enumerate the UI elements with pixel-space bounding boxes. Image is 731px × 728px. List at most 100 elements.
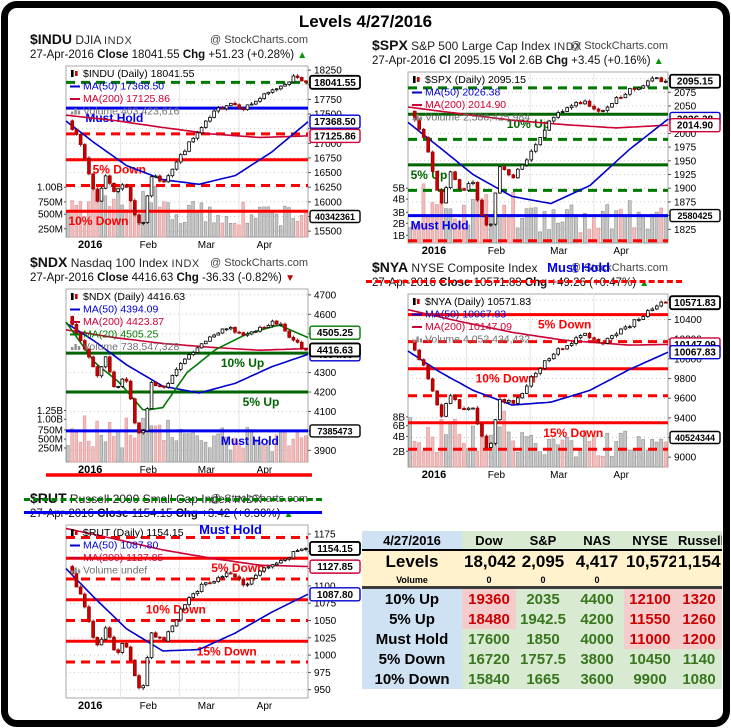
table-value-cell: 1320	[676, 587, 722, 609]
table-value-cell: 18480	[462, 609, 516, 629]
svg-text:9600: 9600	[674, 394, 697, 405]
svg-text:8B: 8B	[393, 412, 406, 423]
table-value-cell: 2035	[516, 587, 570, 609]
svg-text:Feb: Feb	[140, 701, 158, 712]
svg-text:2016: 2016	[78, 464, 102, 476]
svg-text:1950: 1950	[674, 156, 697, 167]
candlesticks	[412, 300, 668, 450]
svg-text:15% Down: 15% Down	[543, 426, 603, 440]
table-value-cell: 3800	[570, 649, 624, 669]
svg-text:975: 975	[314, 668, 331, 679]
candlesticks	[412, 75, 668, 227]
row-label: 5% Down	[362, 649, 462, 669]
svg-text:17125.86: 17125.86	[314, 131, 356, 142]
chart-quote-row: 27-Apr-2016 Close 18041.55 Chg +51.23 (+…	[30, 49, 308, 61]
chart-description: Nasdaq 100 Index	[70, 256, 169, 270]
level-lines: 10% Up 5% Up Must Hold	[66, 351, 308, 448]
svg-text:3B: 3B	[393, 208, 406, 219]
svg-text:Mar: Mar	[198, 465, 216, 476]
svg-text:3900: 3900	[314, 446, 337, 457]
svg-text:4700: 4700	[314, 290, 337, 301]
svg-text:18041.55: 18041.55	[314, 78, 356, 89]
svg-text:750M: 750M	[38, 197, 63, 208]
svg-text:MA(50) 4394.09: MA(50) 4394.09	[83, 304, 158, 316]
table-value-cell: 1757.5	[516, 649, 570, 669]
svg-text:Volume undef: Volume undef	[83, 565, 147, 577]
svg-text:2016: 2016	[422, 245, 446, 257]
chart-quote-row: 27-Apr-2016 Cl 2095.15 Vol 2.6B Chg +3.4…	[372, 55, 664, 67]
svg-text:1B: 1B	[393, 231, 406, 242]
svg-text:5% Down: 5% Down	[93, 163, 146, 177]
table-row: Volume 0 0 0	[362, 573, 722, 589]
svg-text:1087.80: 1087.80	[317, 590, 354, 601]
table-value-cell: 1080	[676, 669, 722, 689]
price-level-box: 10571.83	[669, 295, 721, 311]
svg-text:Mar: Mar	[550, 246, 568, 257]
svg-text:2050: 2050	[674, 101, 697, 112]
volume-bars	[66, 415, 308, 463]
price-level-box: 2014.90	[669, 118, 721, 133]
volume-readout-box: 7385473	[309, 424, 361, 438]
table-index-header: Dow	[462, 531, 516, 551]
svg-text:1050: 1050	[314, 616, 337, 627]
table-row: 10% Down 15840 1665 3600 9900 1080	[362, 669, 722, 689]
table-value-cell: 19360	[462, 587, 516, 609]
svg-text:1975: 1975	[674, 143, 697, 154]
table-value-cell: 17600	[462, 629, 516, 649]
moving-average-line	[65, 120, 309, 186]
price-level-box: 17368.50	[309, 114, 361, 129]
svg-text:16500: 16500	[314, 168, 342, 179]
svg-text:MA(20) 4505.25: MA(20) 4505.25	[83, 329, 158, 341]
svg-text:$RUT (Daily) 1154.15: $RUT (Daily) 1154.15	[83, 527, 184, 539]
svg-text:Mar: Mar	[198, 240, 216, 251]
price-level-box: 18041.55	[309, 74, 361, 90]
svg-text:2B: 2B	[393, 447, 406, 458]
svg-text:MA(50) 1087.80: MA(50) 1087.80	[83, 540, 158, 552]
svg-text:Apr: Apr	[613, 470, 629, 481]
moving-average-line	[65, 329, 309, 352]
svg-text:18250: 18250	[314, 66, 342, 77]
moving-average-line	[407, 106, 669, 129]
moving-average-line	[65, 568, 309, 652]
table-value-cell: 0	[462, 573, 516, 589]
table-row: Must Hold 17600 1850 4000 11000 1200	[362, 629, 722, 649]
svg-text:16750: 16750	[314, 153, 342, 164]
svg-text:17750: 17750	[314, 95, 342, 106]
svg-text:5% Down: 5% Down	[538, 318, 591, 332]
chart-header: $NDX Nasdaq 100 Index INDX @ StockCharts.…	[30, 255, 362, 285]
svg-text:Feb: Feb	[488, 246, 506, 257]
chart-rut: $RUT Russell 2000 Small Cap Index INDX @ …	[24, 491, 362, 718]
price-level-box: 2095.15	[669, 73, 721, 89]
chart-header: $INDU DJIA INDX @ StockCharts.com 27-Apr-2…	[30, 32, 362, 62]
svg-text:10571.83: 10571.83	[674, 298, 716, 309]
chart-title-row: $NYA NYSE Composite Index @ StockCharts.…	[372, 260, 722, 276]
stockcharts-credit: @ StockCharts.com	[570, 40, 668, 52]
svg-text:4B: 4B	[393, 432, 406, 443]
svg-text:Apr: Apr	[257, 240, 273, 251]
svg-text:Mar: Mar	[550, 470, 568, 481]
table-value-cell: 1850	[516, 629, 570, 649]
table-value-cell: 10,572	[624, 550, 676, 573]
chart-header: $RUT Russell 2000 Small Cap Index INDX @ …	[24, 491, 362, 521]
volume-readout-box: 2580425	[669, 208, 721, 223]
svg-text:5B: 5B	[393, 184, 406, 195]
svg-text:10% Down: 10% Down	[476, 372, 536, 386]
svg-text:15500: 15500	[314, 227, 342, 238]
svg-text:17368.50: 17368.50	[314, 117, 356, 128]
svg-text:500M: 500M	[38, 435, 63, 446]
svg-text:10400: 10400	[674, 315, 702, 326]
volume-bars	[408, 410, 668, 468]
svg-text:1.25B: 1.25B	[37, 406, 63, 417]
svg-text:4B: 4B	[393, 195, 406, 206]
chart-quote-row: 27-Apr-2016 Close 10571.83 Chg +49.26 (+…	[372, 277, 650, 289]
table-value-cell: 1260	[676, 609, 722, 629]
svg-text:Feb: Feb	[488, 470, 506, 481]
svg-text:1000: 1000	[314, 651, 337, 662]
chart-exchange: INDX	[171, 258, 200, 270]
svg-text:MA(200) 10147.09: MA(200) 10147.09	[425, 321, 512, 333]
svg-text:1925: 1925	[674, 170, 697, 181]
